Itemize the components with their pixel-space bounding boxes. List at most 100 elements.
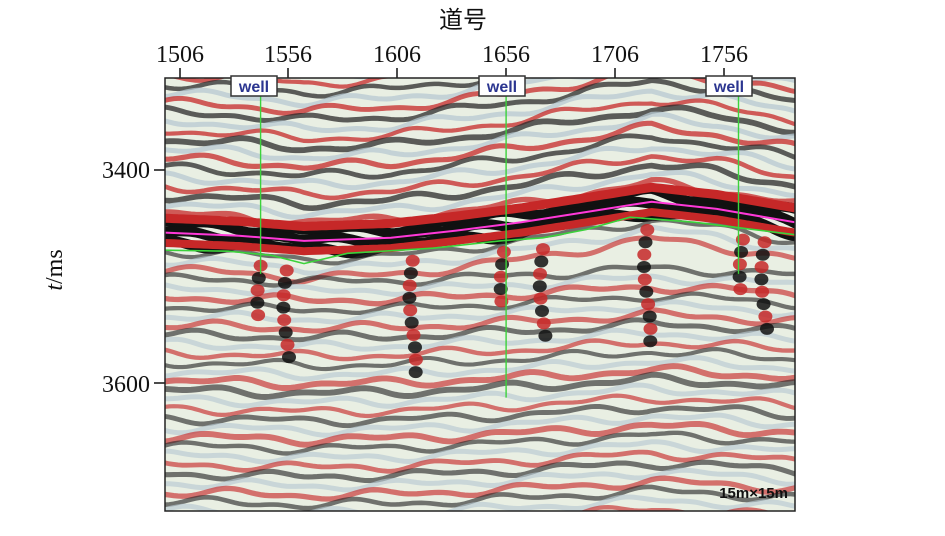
bright-spot — [250, 296, 265, 309]
bright-spot — [402, 279, 417, 292]
bright-spot — [642, 310, 657, 323]
reflector-band — [165, 449, 795, 474]
bright-spot — [639, 285, 654, 298]
bright-spot — [735, 233, 750, 246]
well-label: well — [705, 75, 753, 97]
reflector-band — [165, 467, 795, 493]
reflector-band — [165, 420, 795, 448]
bright-spot — [495, 258, 510, 271]
reflector-band-strong — [165, 182, 795, 232]
reflector-band — [165, 475, 795, 502]
bright-spot — [756, 298, 771, 311]
reflector-band-strong — [165, 207, 795, 256]
seismic-plot-area — [165, 78, 795, 531]
reflector-band — [165, 299, 795, 325]
y-axis-title-unit: /ms — [42, 249, 68, 284]
bright-spot — [755, 285, 770, 298]
bright-spot — [638, 236, 653, 249]
bright-spot — [732, 270, 747, 283]
reflector-band — [165, 338, 795, 362]
bright-spot — [755, 248, 770, 261]
bright-spot — [406, 329, 421, 341]
reflector-band — [165, 525, 795, 531]
reflector-band — [165, 273, 795, 297]
well-label: well — [478, 75, 526, 97]
bright-spot — [405, 254, 420, 267]
well-label-box — [478, 75, 526, 97]
reflector-band — [165, 133, 795, 180]
reflector-band — [165, 371, 795, 400]
reflector-band — [165, 78, 795, 123]
reflector-band — [165, 494, 795, 511]
reflector-band — [165, 264, 795, 288]
bright-spot — [493, 283, 508, 295]
reflector-band — [165, 403, 795, 429]
bright-spot — [640, 223, 655, 236]
reflector-band — [165, 393, 795, 419]
bright-spot — [757, 236, 772, 249]
bright-spot — [536, 243, 550, 256]
bright-spot — [280, 338, 295, 351]
x-tick-label: 1706 — [591, 42, 639, 68]
scale-label: 15m×15m — [719, 485, 788, 502]
well-lines — [259, 96, 740, 398]
bright-spot — [637, 261, 651, 273]
bright-spot — [404, 316, 419, 329]
reflector-band — [165, 145, 795, 191]
x-axis-ticks: 1506 1556 1606 1656 1706 1756 — [156, 42, 748, 78]
x-tick-label: 1756 — [700, 42, 748, 68]
bright-spot — [538, 329, 553, 342]
bright-spot — [279, 264, 294, 277]
x-tick-label: 1606 — [373, 42, 421, 68]
reflector-band — [165, 382, 795, 409]
reflector-band — [165, 224, 795, 276]
y-tick-label: 3600 — [102, 372, 150, 398]
reflector-band — [165, 484, 795, 511]
reflector-band — [165, 162, 795, 212]
reflector-band — [165, 98, 795, 144]
reflector-band — [165, 430, 795, 456]
bright-spot — [535, 305, 549, 317]
seismic-anomalies — [250, 223, 774, 379]
reflector-band — [165, 355, 795, 382]
well-label-box — [705, 75, 753, 97]
x-tick-label: 1656 — [482, 42, 530, 68]
reflector-band — [165, 104, 795, 154]
bright-spot — [758, 310, 773, 323]
reflector-band — [165, 327, 795, 352]
bright-spot — [408, 366, 423, 379]
bright-spot — [403, 304, 418, 317]
reflector-band — [165, 307, 795, 334]
bright-spot — [277, 314, 292, 326]
bright-spot — [643, 322, 658, 335]
reflector-band — [165, 218, 795, 266]
bright-spot — [641, 298, 656, 311]
bright-spot — [643, 335, 658, 348]
reflector-band — [165, 347, 795, 372]
reflector-band — [165, 363, 795, 391]
reflector-band — [165, 517, 795, 531]
reflector-band — [165, 196, 795, 249]
bright-spot — [733, 283, 748, 296]
reflector-band — [165, 120, 795, 171]
reflector-band — [165, 88, 795, 133]
bright-spot — [732, 258, 747, 271]
bright-spot — [754, 273, 769, 286]
bright-spot — [276, 289, 291, 302]
y-axis-title: t/ms — [42, 249, 68, 290]
well-label-text: well — [713, 79, 744, 96]
bright-spot — [278, 326, 293, 339]
bright-spot — [760, 322, 774, 335]
reflector-band — [165, 154, 795, 201]
bright-spot — [637, 273, 652, 286]
well-label-box — [230, 75, 278, 97]
x-tick-label: 1506 — [156, 42, 204, 68]
bright-spot — [534, 255, 549, 268]
bright-spot — [494, 295, 509, 308]
bright-spot — [251, 309, 266, 322]
horizon-lines — [165, 200, 795, 265]
bright-spot — [637, 248, 652, 261]
reflector-band — [165, 291, 795, 316]
reflector-band — [165, 234, 795, 285]
bright-spot — [276, 301, 291, 314]
